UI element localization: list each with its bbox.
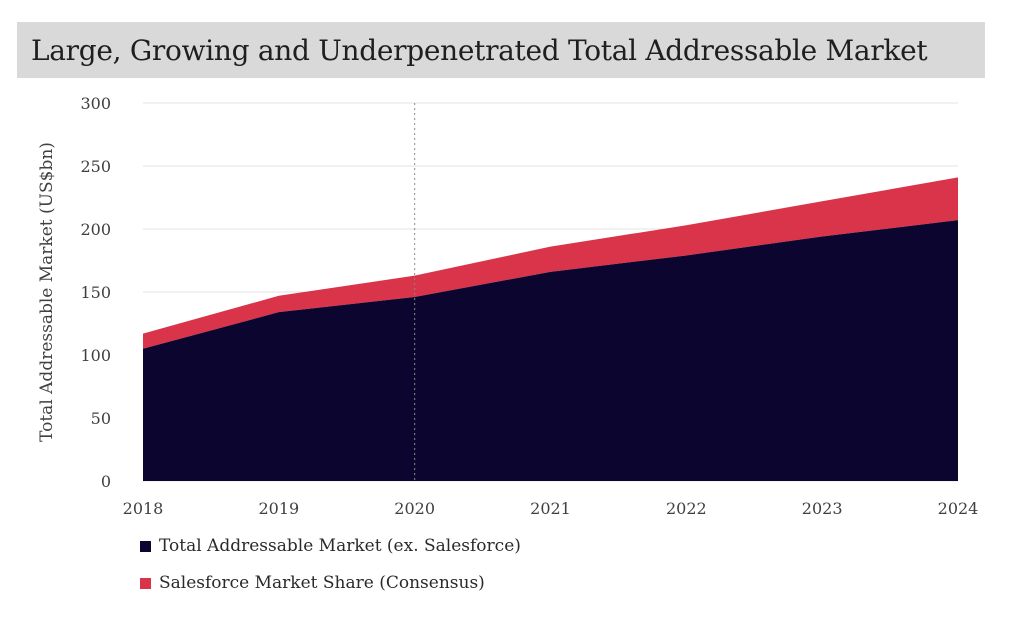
y-axis-title: Total Addressable Market (US$bn)	[37, 142, 57, 442]
legend: Total Addressable Market (ex. Salesforce…	[140, 534, 521, 608]
x-tick-label-2022: 2022	[666, 499, 707, 518]
legend-item-tam: Total Addressable Market (ex. Salesforce…	[140, 534, 521, 558]
x-tick-label-2021: 2021	[530, 499, 571, 518]
y-tick-label-100: 100	[80, 346, 111, 365]
legend-label-tam: Total Addressable Market (ex. Salesforce…	[159, 536, 521, 556]
y-tick-label-250: 250	[80, 157, 111, 176]
chart-title: Large, Growing and Underpenetrated Total…	[31, 33, 928, 67]
chart-title-banner: Large, Growing and Underpenetrated Total…	[17, 22, 985, 78]
series-area-salesforce	[143, 177, 958, 349]
x-tick-label-2024: 2024	[938, 499, 979, 518]
y-tick-label-200: 200	[80, 220, 111, 239]
legend-swatch-tam	[140, 540, 151, 552]
legend-item-salesforce: Salesforce Market Share (Consensus)	[140, 571, 521, 595]
y-tick-label-150: 150	[80, 283, 111, 302]
y-tick-label-0: 0	[101, 472, 111, 491]
x-tick-label-2019: 2019	[258, 499, 299, 518]
y-tick-label-50: 50	[91, 409, 111, 428]
legend-swatch-salesforce	[140, 577, 151, 589]
series-area-tam	[143, 220, 958, 481]
y-tick-label-300: 300	[80, 94, 111, 113]
x-tick-label-2023: 2023	[802, 499, 843, 518]
x-tick-label-2018: 2018	[123, 499, 164, 518]
x-tick-label-2020: 2020	[394, 499, 435, 518]
legend-label-salesforce: Salesforce Market Share (Consensus)	[159, 573, 485, 593]
